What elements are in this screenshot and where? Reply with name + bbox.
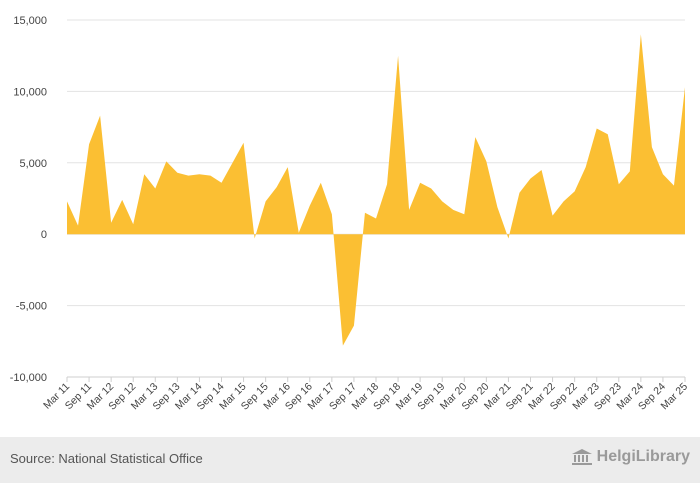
y-tick-label: 0 — [41, 229, 47, 241]
y-tick-label: -5,000 — [16, 301, 47, 313]
area-chart: -10,000 -5,000 0 5,000 10,000 15,000 Mar 11Se… — [0, 0, 700, 437]
brand-name: HelgiLibrary — [597, 448, 690, 466]
brand-logo[interactable]: HelgiLibrary — [571, 448, 690, 466]
y-tick-label: 10,000 — [13, 86, 47, 98]
y-tick-label: -10,000 — [10, 372, 47, 384]
source-note: Source: National Statistical Office — [10, 451, 203, 466]
footer: Source: National Statistical Office Helg… — [0, 437, 700, 483]
library-building-icon — [571, 448, 593, 466]
y-tick-label: 15,000 — [13, 15, 47, 27]
series-area — [67, 34, 685, 345]
y-tick-label: 5,000 — [19, 158, 47, 170]
y-axis-ticks: -10,000 -5,000 0 5,000 10,000 15,000 — [10, 15, 47, 384]
